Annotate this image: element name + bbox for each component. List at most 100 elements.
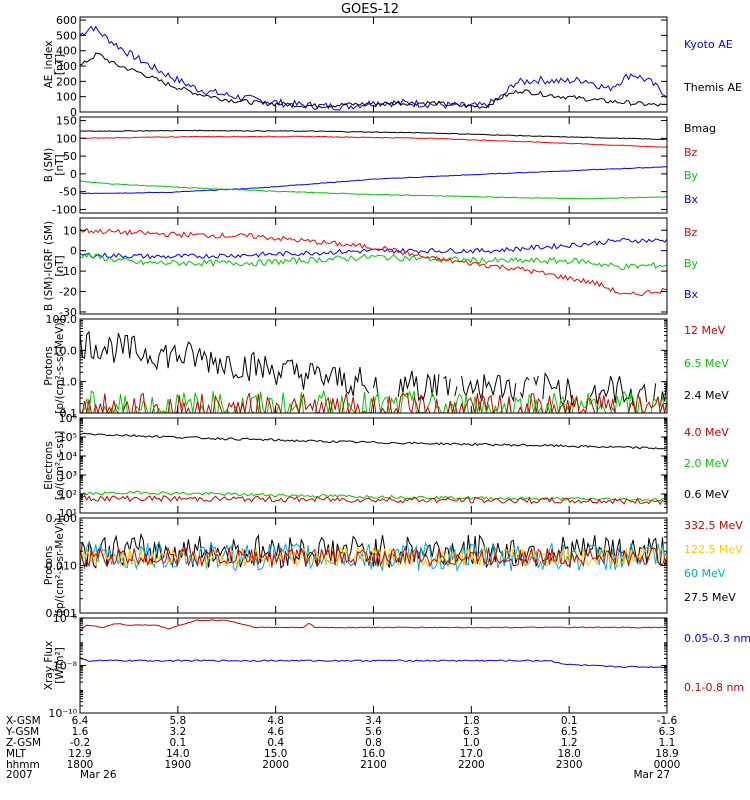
x-cell: -1.6 — [657, 715, 678, 727]
y-tick-label: 150 — [56, 115, 77, 128]
panel-ae: 0 100 200 300 400 500 600 AE_index[nT] Kyoto AE T… — [43, 14, 742, 119]
legend-entry: 332.5 MeV — [684, 519, 743, 532]
y-axis-label: B (SM)-IGRF (SM)[nT] — [43, 221, 66, 311]
x-cell: 2200 — [458, 759, 485, 771]
y-axis-label-line: Protons — [43, 546, 55, 585]
series-line-bsm-2 — [80, 135, 667, 148]
series-line-protons_high-2 — [80, 546, 667, 568]
legend-entry: By — [684, 169, 699, 182]
y-tick-label: 0.001 — [46, 607, 78, 620]
x-cell: 1.0 — [463, 737, 480, 749]
series-line-bsm-1 — [80, 180, 667, 200]
x-cell: 12.9 — [68, 748, 91, 760]
y-axis-label-line: B (SM)-IGRF (SM) — [43, 221, 55, 311]
legend-entry: 2.4 MeV — [684, 389, 729, 402]
panel-frame — [79, 16, 668, 113]
legend-entry: Bx — [684, 288, 699, 301]
x-cell: 5.6 — [365, 726, 382, 738]
x-cell: 6.4 — [72, 715, 89, 727]
y-axis-label-line: Xray Flux — [43, 641, 55, 690]
x-cell: 0.8 — [365, 737, 382, 749]
y-tick-label: -30 — [59, 306, 77, 319]
y-tick-label: 0 — [70, 168, 77, 181]
panel-protons_high: 0.0010.0100.100Protons[p/(cm²-s-sr-MeV)]… — [43, 512, 743, 620]
legend-entry: 122.5 MeV — [684, 543, 743, 556]
x-cell: 1.1 — [659, 737, 676, 749]
y-tick-label: -50 — [59, 186, 77, 199]
y-tick-label: 100 — [56, 132, 77, 145]
x-cell: 1900 — [164, 759, 191, 771]
series-line-bdiff-1 — [80, 252, 667, 271]
x-cell: 1.8 — [463, 715, 480, 727]
panel-frame — [79, 617, 668, 714]
y-tick-label: 0 — [70, 106, 77, 119]
x-cell: 3.2 — [169, 726, 186, 738]
y-tick-label: 0.100 — [46, 512, 78, 525]
plot-title: GOES-12 — [341, 2, 399, 17]
x-cell: 4.8 — [267, 715, 284, 727]
x-row-label: Z-GSM — [6, 737, 41, 749]
series-line-bsm-0 — [80, 166, 667, 195]
legend-entry: 27.5 MeV — [684, 591, 736, 604]
y-axis-label-line: Electrons — [43, 441, 55, 490]
legend-entry: 0.1-0.8 nm — [684, 681, 744, 694]
x-cell: Mar 26 — [80, 769, 117, 781]
y-tick-label: 10⁵ — [59, 431, 77, 444]
x-cell: 4.6 — [267, 726, 284, 738]
x-cell: 0.4 — [267, 737, 284, 749]
y-tick-label: -20 — [59, 286, 77, 299]
y-tick-label: 10² — [59, 488, 77, 501]
y-axis-label: Protons[p/(cm²-s-sr-MeV)] — [43, 318, 66, 413]
x-cell: 14.0 — [166, 748, 189, 760]
series-line-electrons-0 — [80, 432, 667, 450]
x-cell: 1800 — [67, 759, 94, 771]
x-cell: 1.6 — [72, 726, 89, 738]
y-tick-label: 0 — [70, 245, 77, 258]
x-cell: -0.2 — [70, 737, 91, 749]
x-cell: 16.0 — [362, 748, 385, 760]
panel-xray: 10⁻¹⁰ 10⁻⁸ 10⁻⁶ Xray Flux[W/m²] 0.05-0.3 nm 0… — [43, 612, 750, 720]
y-axis-label-line: [nT] — [54, 154, 66, 175]
series-line-xray-1 — [80, 657, 667, 669]
series-line-ae-1 — [80, 52, 667, 109]
y-tick-label: 0.1 — [60, 407, 78, 420]
y-axis-label-line: [W/m²] — [54, 647, 66, 684]
panel-frame — [79, 217, 668, 315]
y-tick-label: 10⁻⁶ — [53, 612, 78, 625]
y-tick-label: 100 — [56, 91, 77, 104]
series-line-xray-0 — [80, 619, 667, 631]
panel-electrons: 10¹ 10² 10³ 10⁴ 10⁵ 10⁶ Electrons[e/(cm²-s-sr)… — [43, 412, 729, 520]
legend-entry: Bz — [684, 146, 698, 159]
y-tick-label: 600 — [56, 14, 77, 27]
y-tick-label: 1.0 — [60, 376, 78, 389]
y-axis-label: B (SM)[nT] — [43, 148, 66, 182]
x-cell: 5.8 — [169, 715, 186, 727]
y-axis-label-line: B (SM) — [43, 148, 55, 182]
y-tick-label: 10³ — [59, 469, 77, 482]
x-cell: 1.2 — [561, 737, 578, 749]
y-axis-label-line: [nT] — [54, 54, 66, 75]
legend-entry: 6.5 MeV — [684, 357, 729, 370]
x-row-label: Y-GSM — [5, 726, 39, 738]
x-cell: Mar 27 — [633, 769, 670, 781]
series-line-bdiff-2 — [80, 227, 667, 297]
x-cell: 2300 — [556, 759, 583, 771]
y-axis-label: Electrons[e/(cm²-s-sr)] — [43, 431, 66, 500]
y-axis-label: AE_index[nT] — [43, 41, 66, 89]
x-row-label: 2007 — [6, 769, 33, 781]
x-row-label: hhmm — [6, 759, 40, 771]
y-tick-label: 10⁶ — [59, 412, 78, 425]
x-cell: 6.3 — [659, 726, 676, 738]
x-cell: 6.5 — [561, 726, 578, 738]
y-tick-label: 10⁻⁸ — [53, 660, 78, 673]
y-tick-label: -10 — [59, 265, 77, 278]
y-tick-label: 100.0 — [46, 313, 78, 326]
legend-entry: Kyoto AE — [684, 38, 733, 51]
y-axis-label-line: [nT] — [54, 255, 66, 276]
y-tick-label: 0.010 — [46, 560, 78, 573]
x-cell: 6.3 — [463, 726, 480, 738]
legend-entry: 0.05-0.3 nm — [684, 632, 750, 645]
